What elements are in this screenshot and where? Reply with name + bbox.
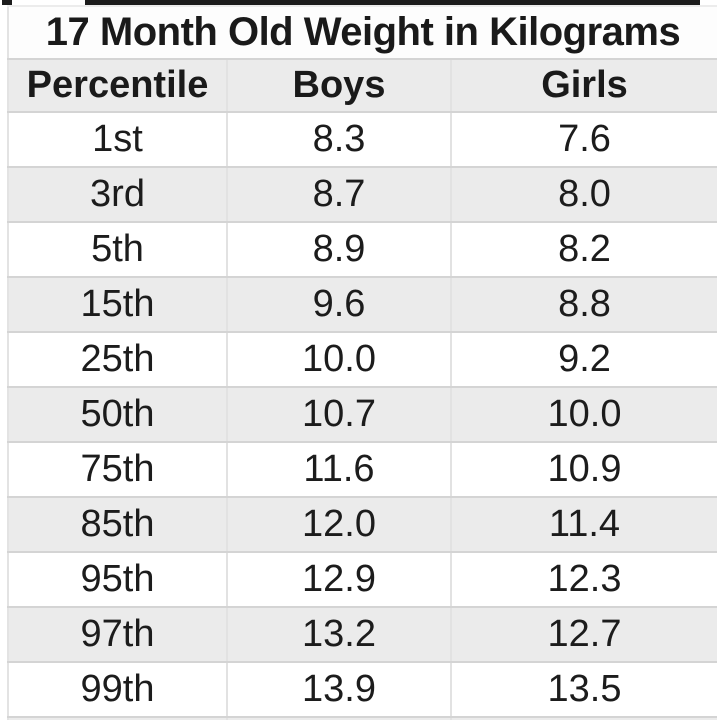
girls-value-cell: 7.6 [451,112,717,168]
table-row: 5th 8.9 8.2 [8,222,717,278]
table-row: 75th 11.6 10.9 [8,442,717,498]
cropped-content-strip [85,0,700,5]
cropped-next-row [8,717,717,720]
column-header-girls: Girls [451,59,717,113]
table-row: 1st 8.3 7.6 [8,112,717,168]
table-row: 99th 13.9 13.5 [8,662,717,718]
girls-value-cell: 8.2 [451,222,717,278]
boys-value-cell: 13.9 [227,662,452,718]
percentile-cell: 1st [8,112,228,168]
girls-value-cell: 10.0 [451,387,717,443]
cropped-content-strip-left [2,0,12,5]
column-header-boys: Boys [227,59,452,113]
percentile-cell: 97th [8,607,228,663]
table-row: 25th 10.0 9.2 [8,332,717,388]
percentile-cell: 25th [8,332,228,388]
table-row: 95th 12.9 12.3 [8,552,717,608]
girls-value-cell: 9.2 [451,332,717,388]
percentile-cell: 95th [8,552,228,608]
boys-value-cell: 9.6 [227,277,452,333]
girls-value-cell: 12.3 [451,552,717,608]
girls-value-cell: 8.8 [451,277,717,333]
table-header-row: Percentile Boys Girls [8,59,717,113]
table-row: 15th 9.6 8.8 [8,277,717,333]
girls-value-cell: 12.7 [451,607,717,663]
boys-value-cell: 11.6 [227,442,452,498]
boys-value-cell: 8.7 [227,167,452,223]
girls-value-cell: 11.4 [451,497,717,553]
percentile-cell: 50th [8,387,228,443]
percentile-cell: 3rd [8,167,228,223]
column-header-percentile: Percentile [8,59,228,113]
boys-value-cell: 12.9 [227,552,452,608]
cropped-cell [8,717,228,720]
cropped-cell [227,717,452,720]
percentile-cell: 5th [8,222,228,278]
boys-value-cell: 10.7 [227,387,452,443]
girls-value-cell: 10.9 [451,442,717,498]
percentile-cell: 99th [8,662,228,718]
boys-value-cell: 8.3 [227,112,452,168]
percentile-cell: 85th [8,497,228,553]
boys-value-cell: 12.0 [227,497,452,553]
percentile-cell: 15th [8,277,228,333]
percentile-cell: 75th [8,442,228,498]
weight-percentile-table: 17 Month Old Weight in Kilograms Percent… [7,5,717,720]
boys-value-cell: 8.9 [227,222,452,278]
girls-value-cell: 13.5 [451,662,717,718]
girls-value-cell: 8.0 [451,167,717,223]
table-row: 97th 13.2 12.7 [8,607,717,663]
table-title-row: 17 Month Old Weight in Kilograms [8,6,717,60]
boys-value-cell: 10.0 [227,332,452,388]
boys-value-cell: 13.2 [227,607,452,663]
table-row: 3rd 8.7 8.0 [8,167,717,223]
table-title: 17 Month Old Weight in Kilograms [8,6,717,60]
cropped-cell [451,717,717,720]
table-row: 85th 12.0 11.4 [8,497,717,553]
table-row: 50th 10.7 10.0 [8,387,717,443]
